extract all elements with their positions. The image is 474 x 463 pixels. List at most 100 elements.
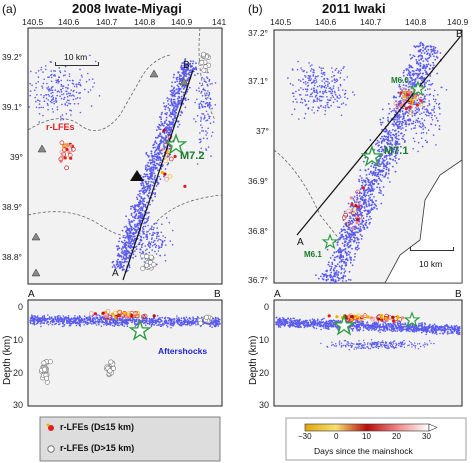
scatter-dot [166, 321, 168, 324]
scatter-dot [31, 323, 34, 325]
scatter-dot [328, 274, 331, 277]
scatter-dot [40, 69, 42, 71]
scatter-dot [362, 194, 365, 197]
scatter-dot [123, 250, 126, 253]
volcano-icon [31, 268, 41, 277]
scatter-dot [334, 69, 337, 71]
scatter-dot [167, 317, 169, 319]
scatter-dot [60, 318, 62, 321]
scatter-dot [327, 263, 330, 266]
scatter-dot [59, 323, 61, 325]
scatter-dot [209, 103, 211, 106]
scatter-dot [152, 318, 154, 320]
scatter-dot [357, 227, 360, 230]
scatter-dot [303, 326, 306, 329]
scatter-dot [47, 323, 50, 326]
scatter-dot [150, 159, 152, 162]
scatter-dot [45, 68, 47, 71]
scatter-dot [69, 79, 71, 82]
scatter-dot [385, 146, 388, 149]
scatter-dot [416, 62, 418, 65]
scatter-dot [141, 213, 144, 216]
scatter-dot [185, 64, 188, 66]
scatter-dot [142, 236, 145, 239]
scatter-dot [140, 236, 143, 239]
scatter-dot [217, 317, 219, 319]
scatter-dot [35, 100, 37, 103]
scatter-dot [427, 52, 429, 55]
scatter-dot [192, 67, 195, 69]
scatter-dot [341, 284, 343, 286]
scatter-dot [402, 107, 404, 110]
scatter-dot [171, 89, 174, 92]
scatter-dot [414, 114, 416, 117]
scatter-dot [422, 98, 424, 101]
scatter-dot [195, 319, 197, 322]
scatter-dot [102, 318, 105, 321]
scatter-dot [54, 99, 57, 101]
scatter-dot [417, 121, 419, 123]
scatter-dot [419, 123, 422, 125]
scatter-dot [132, 206, 135, 209]
scatter-dot [401, 79, 404, 82]
scatter-dot [357, 224, 360, 226]
scatter-dot [153, 188, 156, 191]
scatter-dot [377, 159, 380, 162]
scatter-dot [205, 130, 207, 132]
scatter-dot [311, 95, 313, 98]
scatter-dot [337, 241, 339, 243]
scatter-dot [182, 323, 185, 326]
scatter-dot [64, 165, 69, 171]
scatter-dot [312, 81, 315, 83]
scatter-dot [83, 315, 86, 317]
scatter-dot [128, 319, 130, 322]
scatter-dot [383, 130, 386, 133]
scatter-dot [57, 82, 59, 84]
scatter-dot [435, 117, 438, 119]
scatter-dot [389, 157, 391, 160]
scatter-dot [315, 94, 318, 97]
scatter-dot [175, 78, 178, 81]
scatter-dot [35, 106, 38, 109]
scatter-dot [152, 184, 154, 187]
scatter-dot [142, 203, 145, 206]
scatter-dot [113, 264, 115, 267]
scatter-dot [138, 203, 141, 206]
scatter-dot [148, 320, 150, 322]
scatter-dot [362, 160, 365, 163]
scatter-dot [187, 322, 190, 324]
scatter-dot [132, 236, 134, 238]
scatter-dot [61, 152, 67, 157]
scatter-dot [52, 320, 54, 323]
scatter-dot [182, 88, 185, 90]
scatter-dot [126, 235, 128, 238]
scatter-dot [324, 89, 327, 92]
scatter-dot [365, 203, 368, 206]
scatter-dot [119, 261, 122, 263]
scatter-dot [377, 144, 380, 147]
scatter-dot [175, 319, 178, 322]
scatter-dot [80, 74, 83, 77]
scatter-dot [348, 270, 351, 273]
scatter-dot [196, 316, 199, 318]
scatter-dot [316, 100, 319, 102]
scatter-dot [414, 121, 417, 124]
scatter-dot [119, 266, 122, 269]
scatter-dot [184, 323, 187, 326]
scatter-dot [110, 365, 116, 371]
scatter-dot [424, 98, 427, 100]
scatter-dot [409, 71, 411, 73]
scatter-dot [59, 140, 65, 146]
scatter-dot [65, 113, 68, 115]
scatter-dot [419, 62, 422, 65]
scatter-dot [73, 95, 75, 97]
scatter-dot [425, 63, 428, 66]
scatter-dot [154, 140, 157, 143]
scatter-dot [369, 189, 372, 192]
scatter-dot [209, 97, 211, 100]
scatter-dot [340, 114, 343, 117]
scatter-dot [112, 260, 115, 263]
scatter-dot [302, 88, 304, 91]
scatter-dot [354, 219, 356, 222]
scatter-dot [351, 247, 353, 250]
